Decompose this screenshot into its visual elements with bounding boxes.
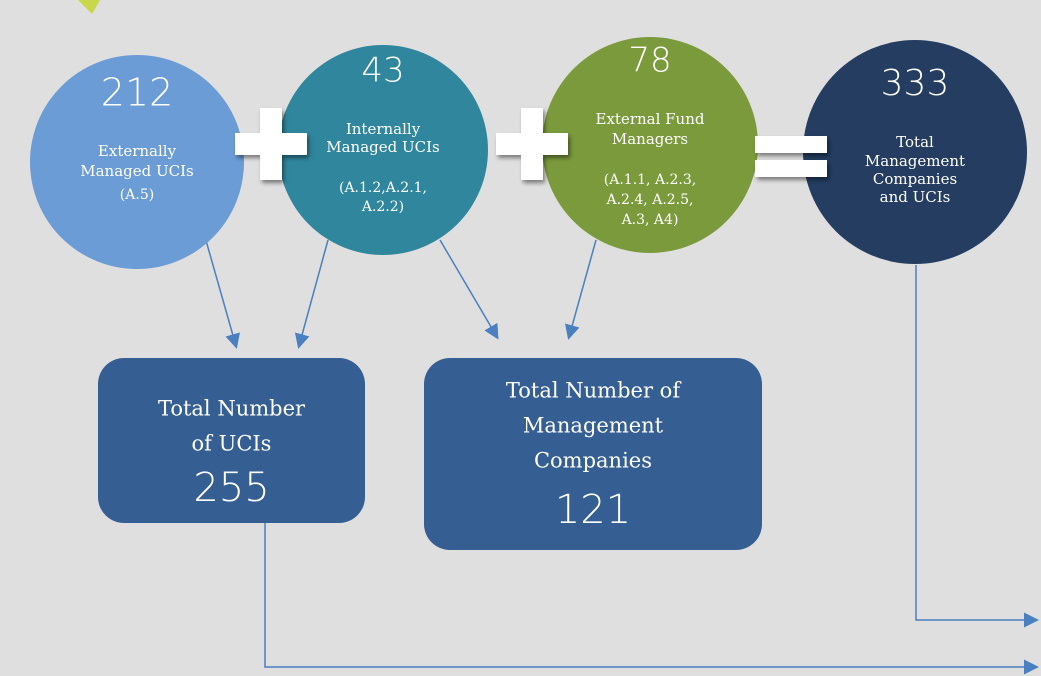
circle-label: and UCIs — [880, 188, 951, 206]
circle-value: 43 — [361, 51, 404, 91]
circle-code: (A.1.1, A.2.3, — [604, 172, 696, 188]
circle-code: (A.5) — [120, 187, 154, 203]
circle-label: Managed UCIs — [80, 162, 194, 180]
circle-code: A.2.4, A.2.5, — [605, 192, 693, 208]
circle-label: External Fund — [596, 110, 705, 128]
box-label: Companies — [534, 449, 652, 473]
box — [98, 358, 365, 523]
circle — [278, 45, 488, 255]
box-label: Management — [523, 414, 664, 438]
circle-label: Total — [896, 133, 934, 151]
decor — [78, 0, 100, 14]
circle-label: Management — [865, 152, 965, 170]
circle-label: Companies — [873, 170, 957, 188]
circle-label: Internally — [346, 120, 421, 138]
box-label: Total Number of — [506, 379, 682, 403]
operators — [235, 108, 827, 180]
circle — [30, 55, 244, 269]
circle-value: 333 — [881, 63, 950, 104]
circle-label: Externally — [98, 142, 177, 160]
arrows — [204, 236, 1039, 675]
box-label: of UCIs — [192, 432, 272, 456]
circle-code: (A.1.2,A.2.1, — [339, 180, 427, 196]
box — [424, 358, 762, 550]
box-value: 121 — [555, 487, 631, 533]
circle-value: 78 — [628, 41, 671, 81]
circle-code: A.3, A4) — [621, 212, 679, 228]
circle-label: Managers — [612, 130, 688, 148]
circle-code: A.2.2) — [361, 199, 404, 215]
box-value: 255 — [193, 465, 269, 511]
circle — [803, 40, 1027, 264]
box-label: Total Number — [158, 397, 306, 421]
circle — [542, 37, 758, 253]
circle-label: Managed UCIs — [326, 138, 440, 156]
circle-value: 212 — [101, 71, 174, 115]
